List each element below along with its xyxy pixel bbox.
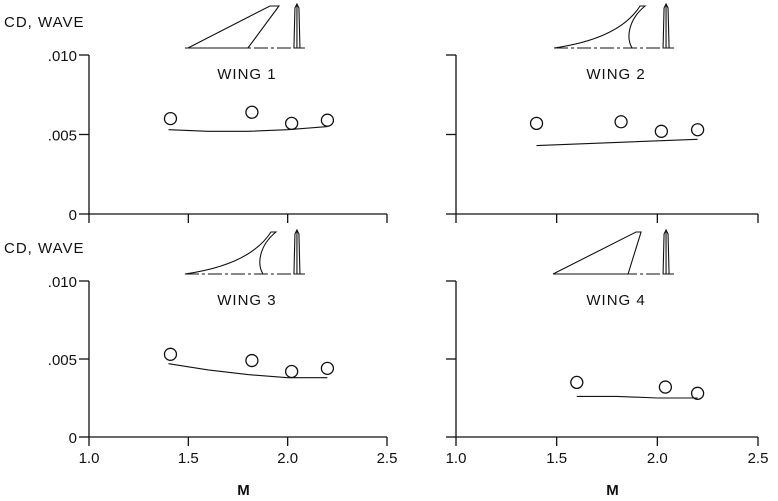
data-point [690,123,705,137]
data-point [320,113,335,127]
data-point [284,364,299,379]
chart-panel-wing-1: .010 .005 0 CD, WAVE WING 1 [4,2,388,224]
data-point [163,347,178,361]
data-point [570,375,584,390]
wing-planform [552,231,642,275]
y-tick-label: 0 [69,430,77,447]
y-axis-label: CD, WAVE [4,240,85,257]
y-tick-label: .005 [48,352,77,369]
panel-title: WING 1 [217,66,276,83]
chart-panel-wing-3: .010 .005 01.0 1.5 2.0 2.5 CD, WAVE M WING 3 [4,228,398,499]
panel-title: WING 2 [586,66,645,83]
y-tick-label: 0 [69,207,77,224]
wing-planform [553,5,647,49]
data-point [245,353,259,368]
panel-title: WING 4 [586,292,645,309]
chart-panel-wing-4: 1.0 1.5 2.0 2.5 M WING 4 [446,228,769,499]
y-tick-label: .005 [48,128,77,145]
fit-curve [168,126,328,132]
x-tick-label: 1.5 [178,450,199,467]
airfoil-section [293,228,301,275]
data-point [658,380,673,394]
data-point [245,105,259,119]
data-point [163,111,178,126]
fit-curve [576,395,698,399]
airfoil-section [662,2,670,49]
x-tick-label: 1.5 [546,450,567,467]
wing-planform [184,231,278,275]
data-point [614,115,628,129]
x-tick-label: 1.0 [446,450,467,467]
x-tick-label: 2.5 [748,450,769,467]
data-point [320,361,335,376]
data-point [690,386,705,400]
panel-title: WING 3 [217,292,276,309]
x-tick-label: 2.5 [377,450,398,467]
airfoil-section [293,2,301,49]
fit-curve [536,138,698,147]
y-tick-label: .010 [48,48,77,65]
wing-planform [187,5,281,49]
data-point [529,116,544,131]
x-tick-label: 2.0 [277,450,298,467]
x-axis-label: M [606,482,620,499]
x-axis-label: M [237,482,251,499]
y-tick-label: .010 [48,274,77,291]
data-point [654,124,669,138]
y-axis-label: CD, WAVE [4,14,85,31]
data-point [284,116,299,131]
airfoil-section [662,228,670,275]
x-tick-label: 2.0 [647,450,668,467]
chart-panel-wing-2: WING 2 [446,2,759,223]
fit-curve [168,363,328,379]
x-tick-label: 1.0 [79,450,100,467]
